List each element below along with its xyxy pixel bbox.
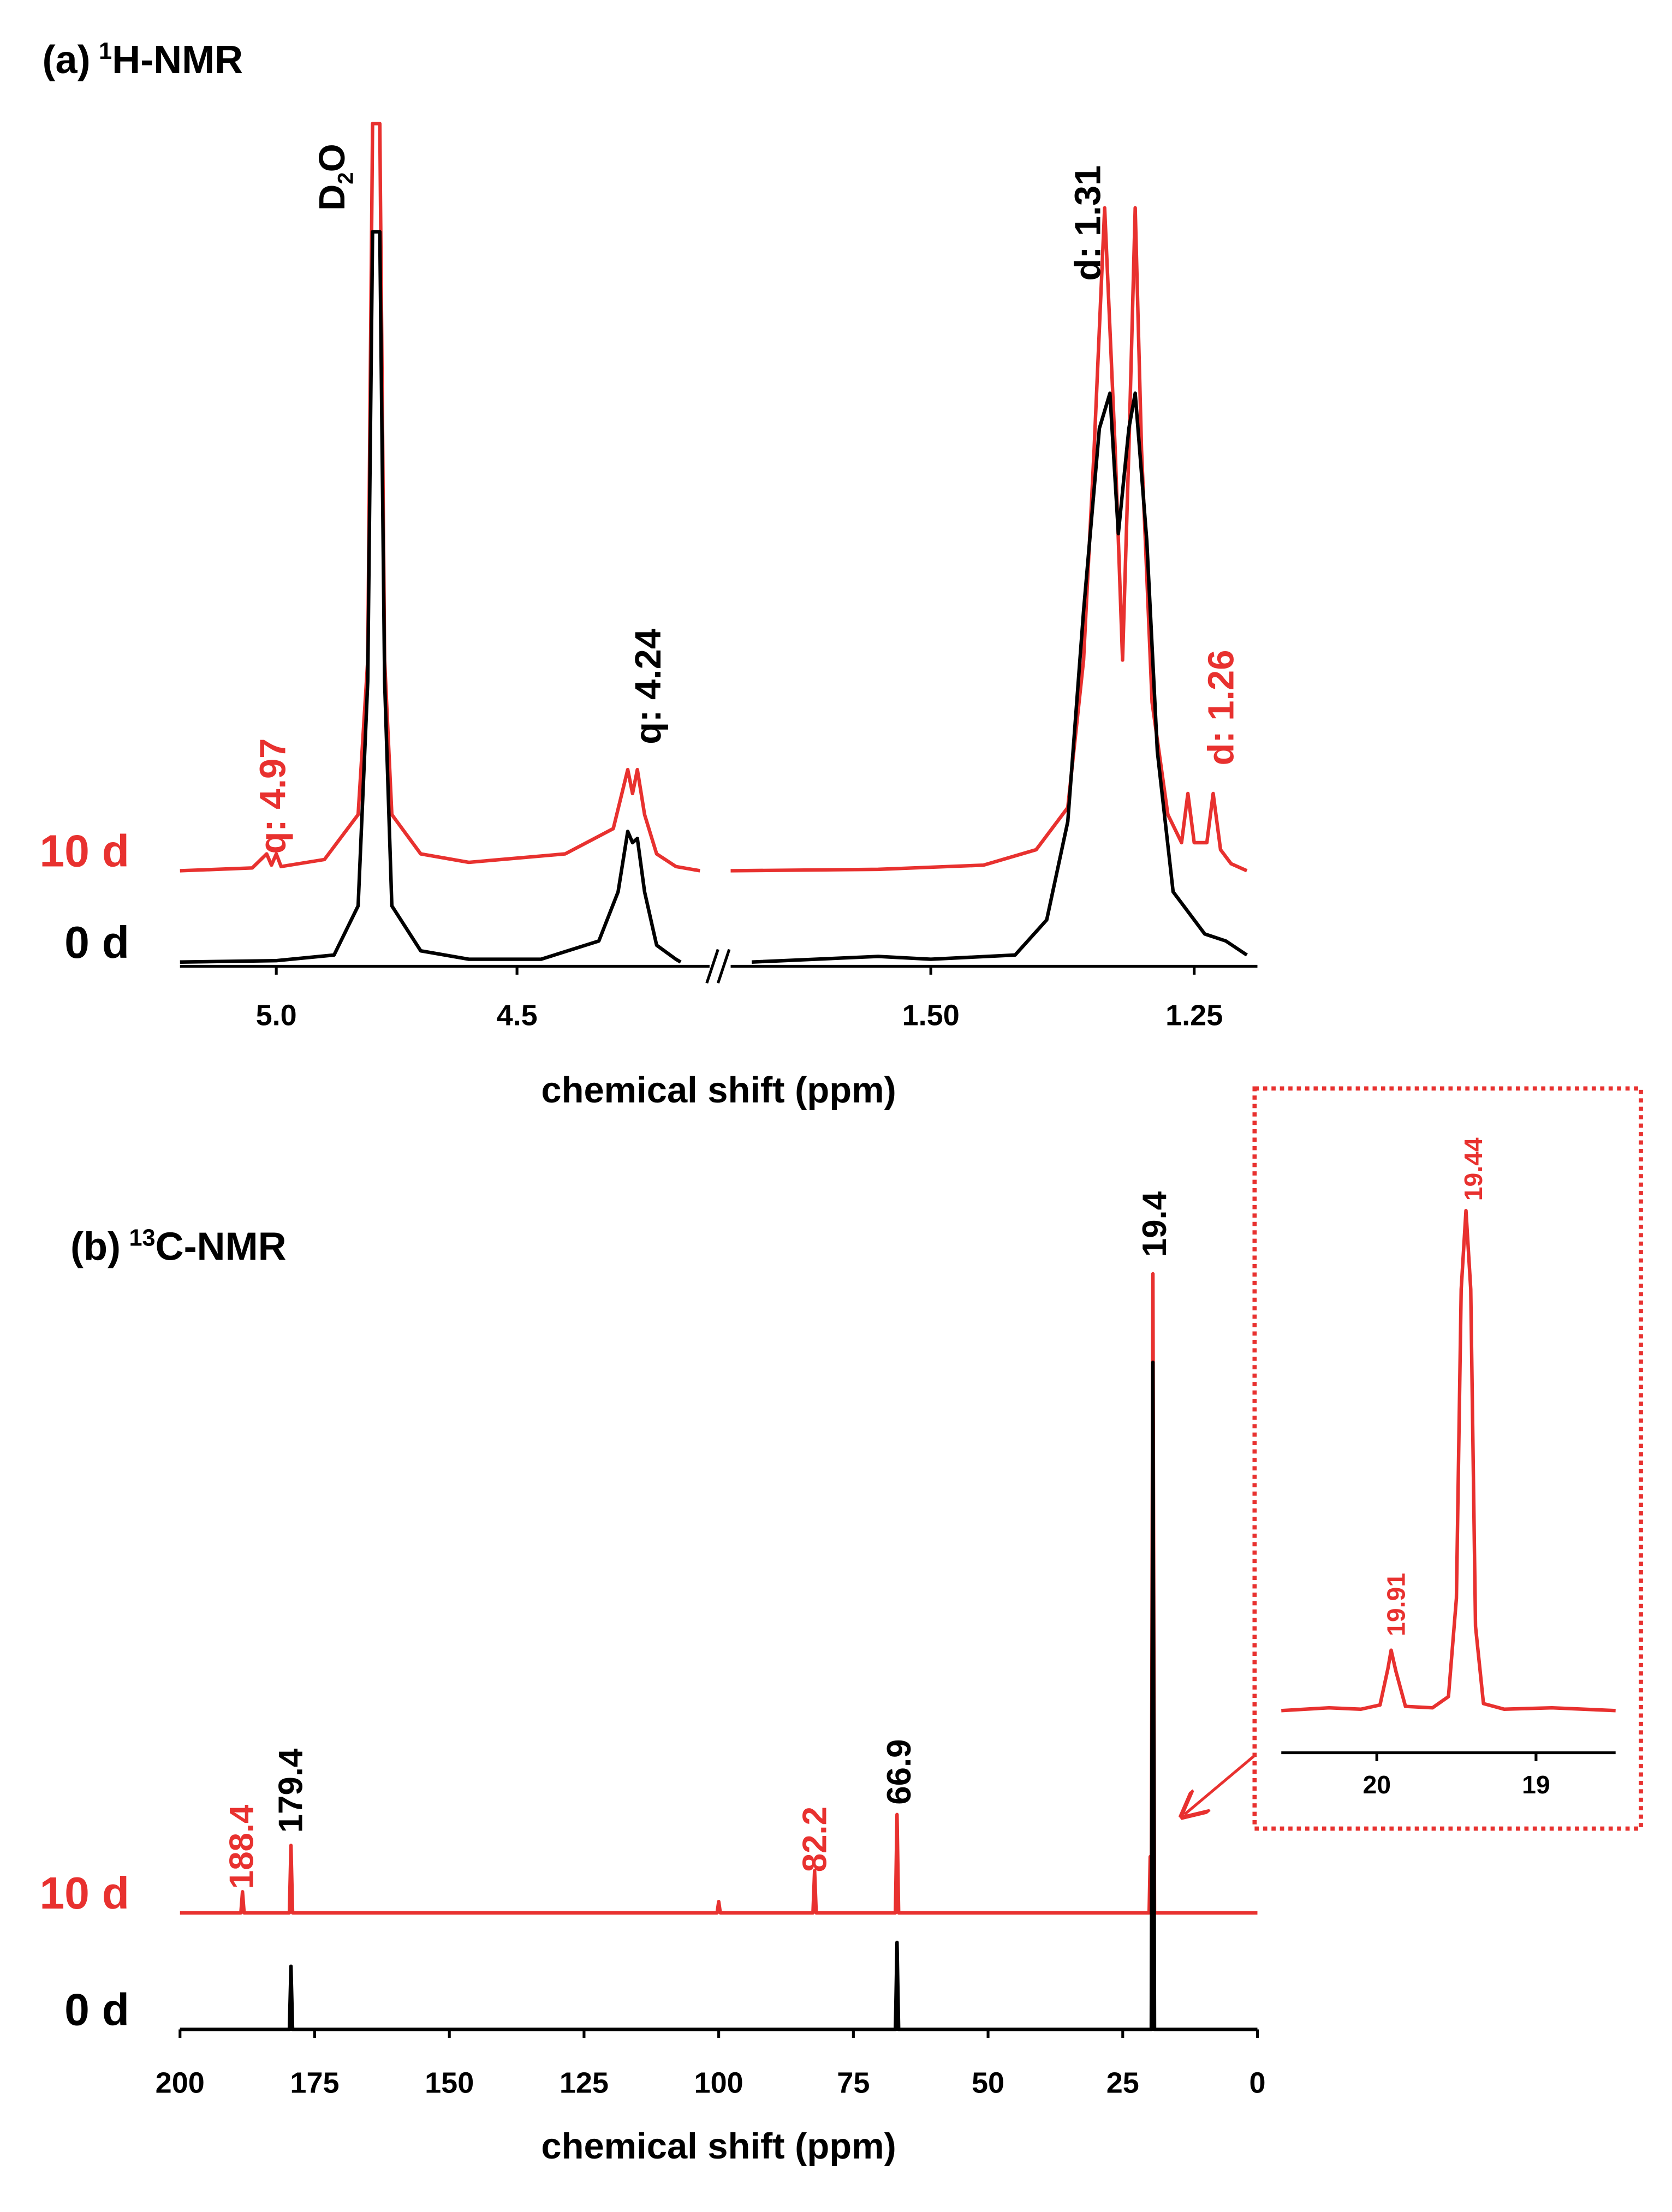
peak-annotation: 188.4: [223, 1804, 261, 1889]
peak-annotation: 179.4: [272, 1748, 310, 1833]
title-nucleus: C-NMR: [156, 1225, 287, 1268]
peak-annotation: d: 1.31: [1067, 165, 1108, 281]
x-tick-label: 150: [425, 2066, 474, 2099]
spectrum-line: [180, 122, 1248, 873]
x-tick-label: 1.50: [902, 999, 960, 1032]
x-tick-label: 75: [837, 2066, 870, 2099]
x-tick-label: 0: [1249, 2066, 1265, 2099]
x-tick-label: 100: [694, 2066, 743, 2099]
legend-label: 10 d: [39, 826, 129, 877]
spectrum-line: [180, 230, 1248, 964]
legend-label: 10 d: [39, 1868, 129, 1918]
peak-annotation: 66.9: [880, 1739, 918, 1805]
spectrum-line: [1281, 1208, 1616, 1713]
peak-annotation: D2O: [312, 144, 358, 211]
inset-frame: [1252, 1086, 1643, 1831]
peak-annotation: 19.44: [1459, 1137, 1487, 1201]
title-label: (b): [70, 1225, 121, 1268]
title-label: (a): [43, 38, 91, 82]
peak-annotation: 82.2: [796, 1806, 834, 1872]
x-tick-label: 4.5: [497, 999, 538, 1032]
annotation-subscript: 2: [333, 172, 358, 184]
title-isotope: 13: [129, 1225, 155, 1251]
peak-annotation: 19.91: [1382, 1573, 1411, 1636]
chart-title: (a) 1H-NMR: [43, 38, 243, 82]
x-tick-label: 1.25: [1165, 999, 1223, 1032]
x-tick-label: 25: [1106, 2066, 1139, 2099]
x-tick-label: 200: [156, 2066, 205, 2099]
spectrum-line: [180, 1272, 1258, 1915]
legend-label: 0 d: [64, 917, 129, 968]
peak-annotation: d: 1.26: [1201, 650, 1242, 766]
peak-annotation: q: 4.97: [253, 738, 294, 854]
x-axis-title: chemical shift (ppm): [541, 2126, 896, 2167]
x-tick-label: 175: [290, 2066, 339, 2099]
x-tick-label: 50: [972, 2066, 1004, 2099]
inset-arrow: [1185, 1754, 1256, 1815]
annotation-part: D: [312, 184, 353, 211]
x-tick-label: 125: [560, 2066, 609, 2099]
peak-annotation: q: 4.24: [628, 629, 669, 744]
x-axis-title: chemical shift (ppm): [541, 1070, 896, 1111]
x-tick-label: 5.0: [256, 999, 297, 1032]
axis-break: [705, 949, 731, 984]
peak-annotation: 19.4: [1136, 1191, 1174, 1257]
x-tick-label: 19: [1522, 1770, 1550, 1799]
chart-title: (b) 13C-NMR: [70, 1225, 287, 1268]
spectrum-line: [180, 1360, 1258, 2031]
title-isotope: 1: [99, 38, 112, 64]
annotation-part: O: [312, 144, 353, 172]
title-nucleus: H-NMR: [112, 38, 243, 82]
legend-label: 0 d: [64, 1985, 129, 2035]
x-tick-label: 20: [1362, 1770, 1391, 1799]
